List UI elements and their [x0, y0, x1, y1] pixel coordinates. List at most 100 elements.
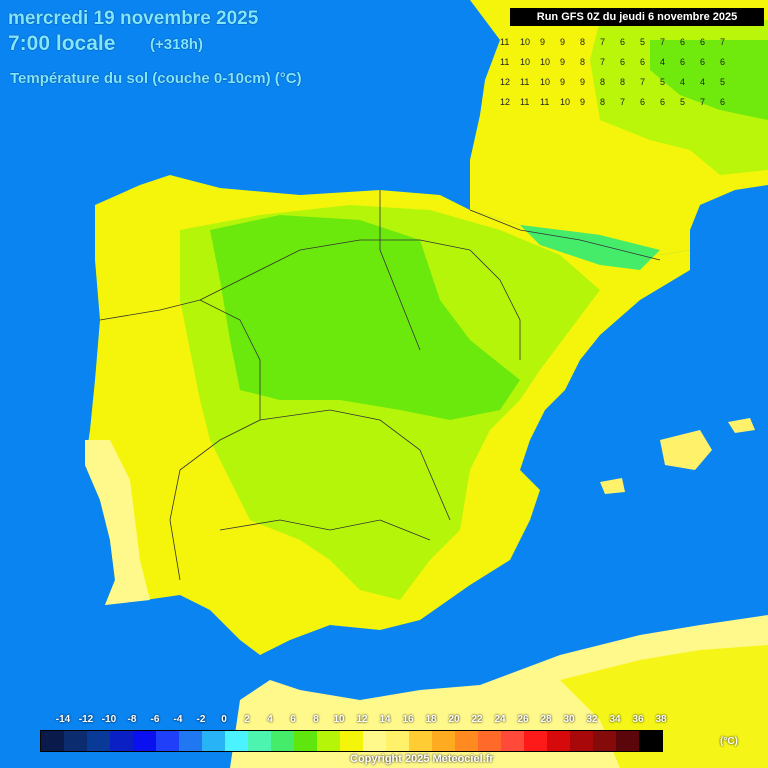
legend-swatch [593, 731, 616, 751]
legend-swatch [110, 731, 133, 751]
grid-value: 7 [620, 97, 625, 107]
forecast-offset: (+318h) [150, 36, 203, 53]
forecast-hour: 7:00 locale [8, 32, 116, 55]
legend-label: -8 [127, 714, 137, 725]
legend-label: 30 [563, 714, 575, 725]
legend-swatch [294, 731, 317, 751]
grid-value: 6 [680, 57, 685, 67]
grid-value: 8 [580, 37, 585, 47]
legend-swatch [524, 731, 547, 751]
grid-value: 7 [640, 77, 645, 87]
grid-value: 8 [600, 77, 605, 87]
legend-label: -2 [196, 714, 206, 725]
legend-swatch [225, 731, 248, 751]
legend-label: 36 [632, 714, 644, 725]
legend-label: 38 [655, 714, 667, 725]
grid-value: 9 [580, 77, 585, 87]
grid-value: 6 [640, 57, 645, 67]
legend-label: 6 [290, 714, 296, 725]
menorca [728, 418, 755, 433]
grid-value: 6 [720, 57, 725, 67]
ibiza [600, 478, 625, 494]
forecast-date: mercredi 19 novembre 2025 [8, 8, 259, 29]
grid-value: 6 [620, 37, 625, 47]
grid-value: 8 [600, 97, 605, 107]
grid-value: 6 [680, 37, 685, 47]
legend-label: -6 [150, 714, 160, 725]
legend-label: 8 [313, 714, 319, 725]
grid-value: 11 [500, 57, 509, 67]
legend-swatch [432, 731, 455, 751]
grid-value: 6 [660, 97, 665, 107]
grid-value: 6 [700, 37, 705, 47]
mallorca [660, 430, 712, 470]
temperature-grid: 11 10 9 9 8 7 6 5 7 6 6 7 11 10 10 9 8 7 6 6 4 6 6 6 12 11 10 9 9 8 8 7… [500, 37, 725, 107]
legend-swatch [41, 731, 64, 751]
legend-swatch [570, 731, 593, 751]
legend-label: 20 [448, 714, 460, 725]
grid-value: 7 [600, 57, 605, 67]
grid-value: 10 [520, 57, 530, 67]
grid-value: 5 [680, 97, 685, 107]
grid-value: 12 [500, 97, 510, 107]
legend-label: 34 [609, 714, 621, 725]
grid-value: 12 [500, 77, 510, 87]
legend-swatch [455, 731, 478, 751]
legend-swatch [363, 731, 386, 751]
legend-label: -12 [78, 714, 94, 725]
grid-value: 9 [540, 37, 545, 47]
legend-swatch [317, 731, 340, 751]
legend-swatch [386, 731, 409, 751]
legend-swatch [156, 731, 179, 751]
legend-label: 12 [356, 714, 368, 725]
legend-label: 28 [540, 714, 552, 725]
france-green-inner [650, 40, 768, 120]
run-info: Run GFS 0Z du jeudi 6 novembre 2025 [510, 8, 764, 26]
admin-borders [99, 190, 661, 581]
grid-value: 10 [540, 77, 550, 87]
pyrenees-cool [520, 225, 660, 270]
grid-value: 7 [700, 97, 705, 107]
grid-value: 11 [500, 37, 509, 47]
legend-swatch [133, 731, 156, 751]
grid-value: 9 [560, 37, 565, 47]
legend-swatch [478, 731, 501, 751]
legend-label: 26 [517, 714, 529, 725]
legend-label: 32 [586, 714, 598, 725]
legend-swatch [87, 731, 110, 751]
grid-value: 4 [680, 77, 685, 87]
legend-label: -14 [55, 714, 71, 725]
grid-value: 10 [540, 57, 550, 67]
legend-label: 4 [267, 714, 273, 725]
legend-color-scale [40, 730, 663, 752]
grid-value: 9 [560, 77, 565, 87]
legend-swatch [501, 731, 524, 751]
grid-value: 7 [600, 37, 605, 47]
grid-value: 9 [580, 97, 585, 107]
legend-label: 22 [471, 714, 483, 725]
grid-value: 5 [640, 37, 645, 47]
legend-label: 2 [244, 714, 250, 725]
grid-value: 10 [520, 37, 530, 47]
legend-swatch [179, 731, 202, 751]
copyright-text: Copyright 2025 Meteociel.fr [350, 753, 494, 765]
grid-value: 6 [640, 97, 645, 107]
grid-value: 7 [720, 37, 725, 47]
grid-value: 6 [700, 57, 705, 67]
grid-value: 5 [660, 77, 665, 87]
legend-swatch [202, 731, 225, 751]
legend-unit: (°C) [720, 736, 738, 747]
parameter-title: Température du sol (couche 0-10cm) (°C) [10, 70, 302, 87]
legend-label: -10 [101, 714, 117, 725]
grid-value: 8 [620, 77, 625, 87]
grid-value: 11 [520, 97, 529, 107]
grid-value: 10 [560, 97, 570, 107]
legend-swatch [271, 731, 294, 751]
legend-swatch [64, 731, 87, 751]
grid-value: 9 [560, 57, 565, 67]
grid-value: 6 [720, 97, 725, 107]
portugal-warm [85, 440, 150, 605]
grid-value: 4 [700, 77, 705, 87]
grid-value: 4 [660, 57, 665, 67]
